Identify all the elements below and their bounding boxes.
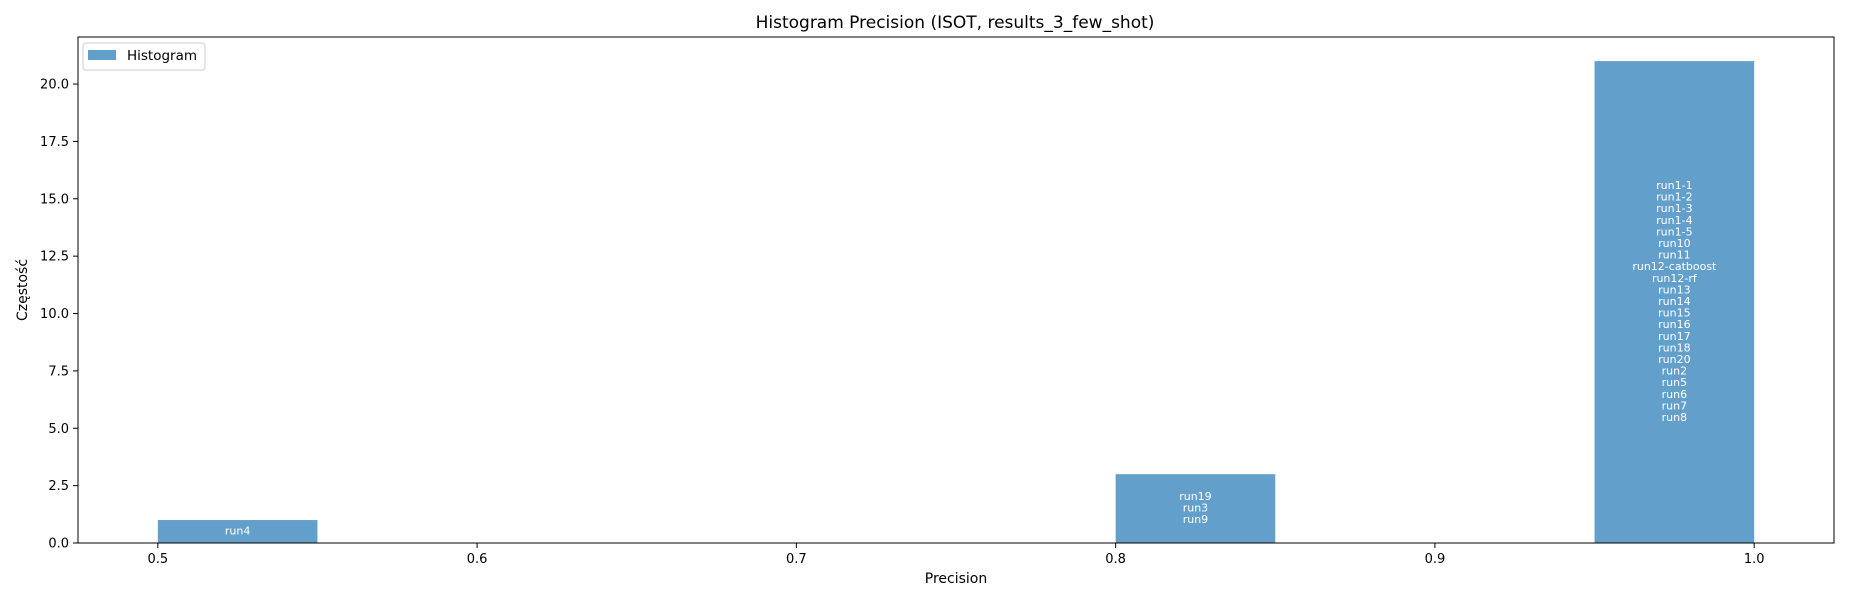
bar-run-label: run7 bbox=[1662, 399, 1687, 412]
bar-labels-layer: run4run19run3run9run1-1run1-2run1-3run1-… bbox=[225, 179, 1717, 537]
x-tick-label: 1.0 bbox=[1744, 552, 1765, 567]
x-tick-label: 0.9 bbox=[1425, 552, 1446, 567]
x-tick-label: 0.7 bbox=[786, 552, 807, 567]
bar-run-label: run3 bbox=[1183, 502, 1208, 515]
bar-run-label: run1-3 bbox=[1656, 202, 1692, 215]
legend-swatch bbox=[88, 50, 116, 60]
bar-run-label: run15 bbox=[1658, 307, 1690, 320]
bar-run-label: run1-5 bbox=[1656, 225, 1692, 238]
y-tick-label: 7.5 bbox=[48, 364, 69, 379]
bar-run-label: run14 bbox=[1658, 295, 1690, 308]
y-tick-label: 2.5 bbox=[48, 479, 69, 494]
bar-run-label: run18 bbox=[1658, 341, 1690, 354]
bar-run-label: run19 bbox=[1179, 490, 1211, 503]
bar-run-label: run10 bbox=[1658, 237, 1690, 250]
bar-run-label: run4 bbox=[225, 525, 250, 538]
bar-run-label: run16 bbox=[1658, 318, 1690, 331]
histogram-bar bbox=[157, 520, 318, 543]
bar-run-label: run2 bbox=[1662, 365, 1687, 378]
y-tick-label: 5.0 bbox=[48, 422, 69, 437]
legend-label-histogram: Histogram bbox=[127, 48, 197, 64]
x-tick-label: 0.5 bbox=[147, 552, 168, 567]
bar-run-label: run9 bbox=[1183, 513, 1208, 526]
histogram-bar bbox=[1115, 474, 1276, 543]
x-tick-label: 0.8 bbox=[1105, 552, 1126, 567]
y-tick-label: 17.5 bbox=[40, 135, 69, 150]
x-tick-label: 0.6 bbox=[467, 552, 488, 567]
histogram-bar bbox=[1594, 61, 1755, 543]
bar-run-label: run8 bbox=[1662, 411, 1687, 424]
y-axis-title: Częstość bbox=[15, 259, 31, 321]
bar-run-label: run5 bbox=[1662, 376, 1687, 389]
bar-run-label: run20 bbox=[1658, 353, 1690, 366]
y-axis: 0.0 2.5 5.0 7.5 10.0 12.5 15.0 17.5 20.0 bbox=[40, 78, 78, 552]
legend: Histogram bbox=[82, 42, 206, 71]
bar-run-label: run12-rf bbox=[1652, 272, 1698, 285]
bars-layer bbox=[157, 61, 1755, 543]
bar-run-label: run1-4 bbox=[1656, 214, 1692, 227]
y-tick-label: 10.0 bbox=[40, 307, 69, 322]
bar-run-label: run11 bbox=[1658, 249, 1690, 262]
chart-title: Histogram Precision (ISOT, results_3_few… bbox=[756, 13, 1155, 33]
y-tick-label: 0.0 bbox=[48, 537, 69, 552]
x-axis-title: Precision bbox=[925, 571, 987, 587]
bar-run-label: run1-1 bbox=[1656, 179, 1692, 192]
y-tick-label: 15.0 bbox=[40, 192, 69, 207]
plot-frame bbox=[77, 36, 1835, 544]
legend-box bbox=[82, 42, 206, 71]
y-tick-label: 12.5 bbox=[40, 250, 69, 265]
bar-run-label: run13 bbox=[1658, 283, 1690, 296]
bar-run-label: run1-2 bbox=[1656, 191, 1692, 204]
bar-run-label: run17 bbox=[1658, 330, 1690, 343]
y-tick-label: 20.0 bbox=[40, 78, 69, 93]
bar-run-label: run12-catboost bbox=[1632, 260, 1717, 273]
x-axis: 0.5 0.6 0.7 0.8 0.9 1.0 bbox=[147, 543, 1765, 567]
bar-run-label: run6 bbox=[1662, 388, 1687, 401]
